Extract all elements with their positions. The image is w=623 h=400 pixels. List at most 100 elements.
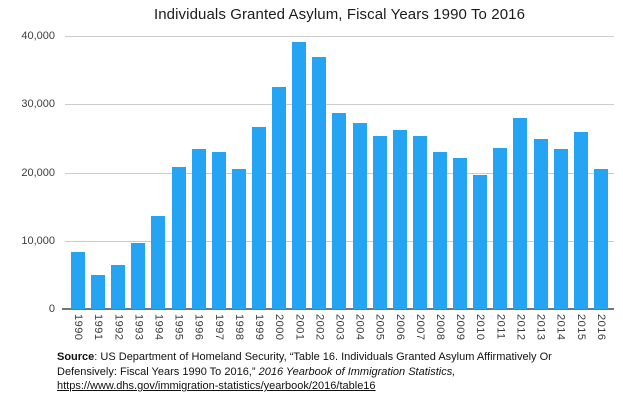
bar-slot-2009 xyxy=(450,36,470,309)
bar-1999 xyxy=(252,126,267,309)
x-tick-label-1998: 1998 xyxy=(232,314,245,341)
bar-slot-2002 xyxy=(309,36,329,309)
gridline-40000 xyxy=(65,36,614,37)
y-tick-label-0: 0 xyxy=(48,303,55,315)
x-tick-label-2003: 2003 xyxy=(333,314,346,341)
bar-slot-2004 xyxy=(350,36,370,309)
x-tick-label-1995: 1995 xyxy=(172,314,185,341)
source-label: Source xyxy=(57,351,95,363)
x-tick-label-2006: 2006 xyxy=(393,314,406,341)
bar-slot-1994 xyxy=(148,36,168,309)
bar-2013 xyxy=(533,139,548,309)
bar-slot-1992 xyxy=(108,36,128,309)
source-citation: Source: US Department of Homeland Securi… xyxy=(57,350,571,394)
bar-slot-2013 xyxy=(531,36,551,309)
x-tick-label-2007: 2007 xyxy=(413,314,426,341)
x-tick-label-2010: 2010 xyxy=(474,314,487,341)
chart-title: Individuals Granted Asylum, Fiscal Years… xyxy=(153,6,526,23)
x-slot-2016: 2016 xyxy=(591,314,611,348)
x-slot-2005: 2005 xyxy=(370,314,390,348)
x-slot-1992: 1992 xyxy=(108,314,128,348)
bar-1997 xyxy=(211,152,226,309)
bar-1992 xyxy=(111,265,126,309)
bar-2008 xyxy=(433,152,448,309)
x-tick-label-2011: 2011 xyxy=(494,314,507,340)
gridline-30000 xyxy=(65,104,614,106)
x-tick-label-2009: 2009 xyxy=(454,314,467,341)
bar-slot-2014 xyxy=(551,36,571,309)
source-link[interactable]: https://www.dhs.gov/immigration-statisti… xyxy=(57,380,376,392)
bar-slot-2000 xyxy=(269,36,289,309)
y-tick-label-40000: 40,000 xyxy=(21,30,55,42)
bar-slot-2001 xyxy=(289,36,309,309)
bar-1990 xyxy=(71,251,86,309)
x-slot-2010: 2010 xyxy=(470,314,490,348)
bar-2003 xyxy=(332,113,347,309)
bar-slot-1996 xyxy=(189,36,209,309)
x-slot-2006: 2006 xyxy=(390,314,410,348)
x-axis-line xyxy=(62,308,614,310)
x-tick-label-2001: 2001 xyxy=(293,314,306,341)
x-tick-label-1997: 1997 xyxy=(212,314,225,341)
x-slot-1996: 1996 xyxy=(189,314,209,348)
bar-slot-1990 xyxy=(68,36,88,309)
y-axis: 40,000 30,000 20,000 10,000 0 xyxy=(0,30,55,315)
x-slot-2004: 2004 xyxy=(350,314,370,348)
x-slot-1993: 1993 xyxy=(128,314,148,348)
x-slot-1998: 1998 xyxy=(229,314,249,348)
x-slot-2001: 2001 xyxy=(289,314,309,348)
bar-slot-1997 xyxy=(209,36,229,309)
bar-1998 xyxy=(231,169,246,309)
bar-slot-2006 xyxy=(390,36,410,309)
x-tick-label-1994: 1994 xyxy=(152,314,165,341)
bar-2014 xyxy=(553,149,568,309)
bar-slot-2005 xyxy=(370,36,390,309)
x-tick-label-2005: 2005 xyxy=(373,314,386,341)
x-tick-label-2013: 2013 xyxy=(534,314,547,341)
x-tick-label-2016: 2016 xyxy=(594,314,607,341)
x-tick-label-1992: 1992 xyxy=(112,314,125,341)
bar-slot-1995 xyxy=(169,36,189,309)
bar-slot-1993 xyxy=(128,36,148,309)
bar-slot-2016 xyxy=(591,36,611,309)
bar-slot-2007 xyxy=(410,36,430,309)
x-tick-label-1990: 1990 xyxy=(72,314,85,341)
bar-slot-1999 xyxy=(249,36,269,309)
x-tick-label-2015: 2015 xyxy=(574,314,587,341)
bar-slot-2011 xyxy=(490,36,510,309)
x-slot-2007: 2007 xyxy=(410,314,430,348)
bar-slot-1991 xyxy=(88,36,108,309)
bar-slot-2012 xyxy=(510,36,530,309)
source-italic-title: 2016 Yearbook of Immigration Statistics, xyxy=(258,365,456,378)
x-slot-2011: 2011 xyxy=(490,314,510,348)
bar-2000 xyxy=(272,87,287,309)
bar-1994 xyxy=(151,215,166,309)
x-tick-label-2014: 2014 xyxy=(554,314,567,341)
bar-2002 xyxy=(312,57,327,309)
bar-2006 xyxy=(392,129,407,309)
x-tick-label-2000: 2000 xyxy=(273,314,286,341)
x-slot-1990: 1990 xyxy=(68,314,88,348)
x-slot-2003: 2003 xyxy=(329,314,349,348)
bar-2004 xyxy=(352,122,367,309)
bar-1995 xyxy=(171,167,186,309)
x-slot-1991: 1991 xyxy=(88,314,108,348)
x-slot-2002: 2002 xyxy=(309,314,329,348)
source-body: : US Department of Homeland Security, “T… xyxy=(57,351,552,378)
bar-1996 xyxy=(191,148,206,309)
x-tick-label-2002: 2002 xyxy=(313,314,326,341)
bar-2012 xyxy=(513,117,528,309)
x-tick-label-2008: 2008 xyxy=(434,314,447,341)
x-axis: 1990 1991 1992 1993 1994 1995 1996 1997 1998 1999… xyxy=(65,314,614,348)
bar-slot-1998 xyxy=(229,36,249,309)
y-tick-label-20000: 20,000 xyxy=(21,166,55,179)
bar-2015 xyxy=(573,131,588,309)
x-slot-1997: 1997 xyxy=(209,314,229,348)
y-tick-label-10000: 10,000 xyxy=(21,234,55,247)
x-slot-2000: 2000 xyxy=(269,314,289,348)
bar-2007 xyxy=(412,136,427,309)
bar-2009 xyxy=(453,157,468,309)
bar-2011 xyxy=(493,147,508,309)
bar-2010 xyxy=(473,174,488,309)
